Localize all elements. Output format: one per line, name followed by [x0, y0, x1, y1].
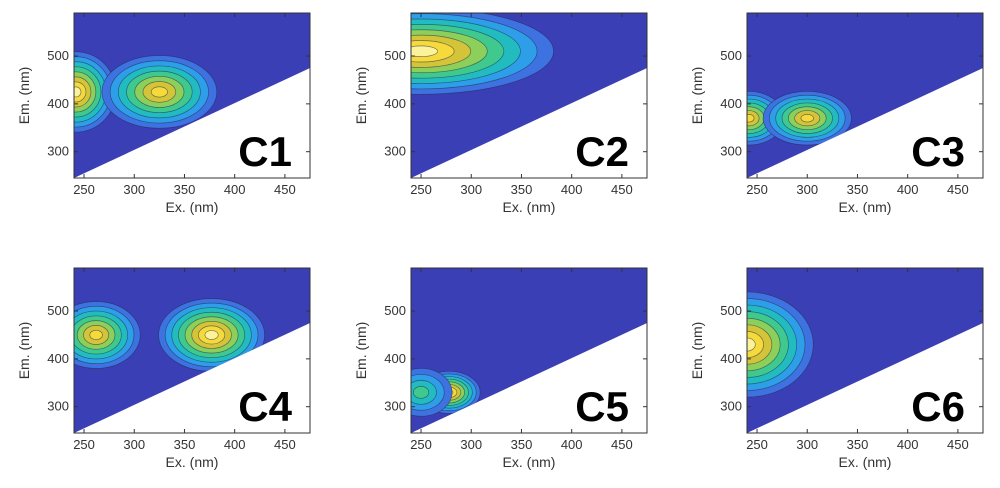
x-axis-label: Ex. (nm)	[839, 454, 892, 470]
x-tick-label: 450	[274, 437, 296, 452]
contour-area	[74, 13, 310, 178]
contour-peak	[411, 368, 453, 417]
y-tick-label: 300	[720, 399, 742, 414]
plot-frame	[73, 12, 311, 179]
y-tick-label: 400	[47, 351, 69, 366]
x-tick-label: 450	[947, 437, 969, 452]
y-tick-label: 300	[384, 144, 406, 159]
contour-peak	[762, 91, 852, 146]
y-axis-label: Em. (nm)	[689, 67, 705, 125]
x-tick-label: 350	[174, 437, 196, 452]
y-axis-label: Em. (nm)	[353, 67, 369, 125]
y-axis-label: Em. (nm)	[689, 322, 705, 380]
panel-label: C2	[575, 128, 629, 175]
x-tick-label: 400	[561, 437, 583, 452]
panel-c6: 250 300 350 400 450 300 400 500 Ex. (nm) Em. (nm)…	[689, 267, 984, 470]
x-axis-label: Ex. (nm)	[166, 199, 219, 215]
y-tick-label: 300	[47, 399, 69, 414]
panel-label: C1	[238, 128, 292, 175]
y-tick-label: 400	[47, 96, 69, 111]
panel-c2: 250 300 350 400 450 300 400 500 Ex. (nm) Em. (nm)…	[353, 12, 648, 215]
x-axis-label: Ex. (nm)	[839, 199, 892, 215]
contour-level	[411, 45, 438, 57]
y-tick-label: 500	[720, 48, 742, 63]
x-axis-label: Ex. (nm)	[503, 454, 556, 470]
panel-label: C3	[911, 128, 965, 175]
contour-level	[74, 86, 82, 98]
x-tick-label: 450	[274, 182, 296, 197]
y-axis-label: Em. (nm)	[16, 67, 32, 125]
plot-frame	[73, 267, 311, 434]
x-tick-label: 400	[897, 437, 919, 452]
panel-label: C5	[575, 383, 629, 430]
x-tick-label: 300	[123, 182, 145, 197]
x-tick-label: 250	[410, 182, 432, 197]
y-tick-label: 300	[384, 399, 406, 414]
contour-level	[747, 114, 755, 123]
panel-c4: 250 300 350 400 450 300 400 500 Ex. (nm) Em. (nm)…	[16, 267, 311, 470]
plot-frame	[410, 267, 648, 434]
contour-peak	[74, 51, 117, 133]
x-tick-label: 450	[611, 182, 633, 197]
contour-level	[747, 324, 773, 365]
x-tick-label: 350	[174, 182, 196, 197]
x-tick-label: 250	[73, 182, 95, 197]
x-axis-label: Ex. (nm)	[166, 454, 219, 470]
contour-peak	[411, 13, 554, 95]
y-tick-label: 400	[384, 96, 406, 111]
panel-label: C4	[238, 383, 292, 430]
y-tick-label: 400	[720, 351, 742, 366]
x-tick-label: 400	[561, 182, 583, 197]
x-tick-label: 450	[947, 182, 969, 197]
x-axis-label: Ex. (nm)	[503, 199, 556, 215]
contour-level	[150, 86, 168, 98]
x-tick-label: 250	[746, 182, 768, 197]
y-tick-label: 300	[720, 144, 742, 159]
y-tick-label: 500	[384, 48, 406, 63]
x-tick-label: 350	[847, 437, 869, 452]
contour-peak	[158, 298, 265, 372]
y-tick-label: 500	[720, 303, 742, 318]
panel-c5: 250 300 350 400 450 300 400 500 Ex. (nm) Em. (nm)…	[353, 267, 648, 470]
x-tick-label: 300	[460, 182, 482, 197]
panel-c1: 250 300 350 400 450 300 400 500 Ex. (nm) Em. (nm)…	[16, 12, 311, 215]
y-tick-label: 400	[720, 96, 742, 111]
x-tick-label: 300	[796, 182, 818, 197]
panel-label: C6	[911, 383, 965, 430]
contour-peak	[101, 55, 218, 129]
contour-peak	[747, 91, 785, 146]
x-tick-label: 350	[511, 437, 533, 452]
contour-level	[204, 330, 219, 340]
plot-frame	[746, 12, 984, 179]
contour-level	[800, 114, 814, 123]
x-tick-label: 400	[897, 182, 919, 197]
x-tick-label: 400	[224, 437, 246, 452]
x-tick-label: 400	[224, 182, 246, 197]
y-tick-label: 500	[384, 303, 406, 318]
plot-frame	[746, 267, 984, 434]
y-tick-label: 300	[47, 144, 69, 159]
y-axis-label: Em. (nm)	[16, 322, 32, 380]
contour-level	[412, 386, 430, 399]
x-tick-label: 350	[511, 182, 533, 197]
x-tick-label: 450	[611, 437, 633, 452]
x-tick-label: 300	[460, 437, 482, 452]
x-tick-label: 300	[796, 437, 818, 452]
y-tick-label: 500	[47, 303, 69, 318]
x-tick-label: 250	[410, 437, 432, 452]
y-tick-label: 500	[47, 48, 69, 63]
x-tick-label: 350	[847, 182, 869, 197]
contour-level	[89, 329, 103, 341]
y-axis-label: Em. (nm)	[353, 322, 369, 380]
x-tick-label: 250	[746, 437, 768, 452]
x-tick-label: 250	[73, 437, 95, 452]
panel-c3: 250 300 350 400 450 300 400 500 Ex. (nm) Em. (nm)…	[689, 12, 984, 215]
plot-frame	[410, 12, 648, 179]
y-tick-label: 400	[384, 351, 406, 366]
x-tick-label: 300	[123, 437, 145, 452]
